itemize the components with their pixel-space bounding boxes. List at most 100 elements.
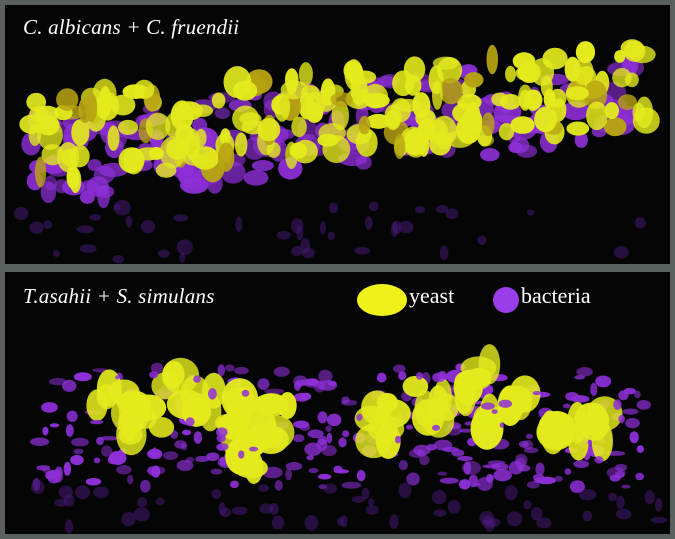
yeast-cell [192, 104, 214, 118]
bacteria-cell [121, 511, 136, 527]
bacteria-cell [326, 413, 342, 427]
bacteria-cell [398, 220, 414, 234]
yeast-cell [151, 372, 180, 400]
yeast-cell [452, 103, 477, 124]
yeast-cell [300, 85, 320, 101]
bacteria-cell [327, 380, 337, 387]
yeast-cell [431, 80, 443, 110]
bacteria-cell [238, 450, 245, 459]
yeast-cell [286, 78, 297, 96]
yeast-cell [586, 101, 608, 131]
bacteria-cell [150, 362, 164, 374]
bacteria-cell [436, 205, 449, 214]
bacteria-cell [179, 252, 186, 263]
bacteria-cell [437, 471, 448, 476]
bacteria-cell [526, 209, 535, 216]
bacteria-cell [285, 468, 293, 481]
yeast-cell [404, 133, 428, 158]
bacteria-cell [333, 469, 350, 474]
bacteria-cell [431, 490, 447, 505]
bacteria-cell [291, 218, 304, 234]
bacteria-cell [115, 375, 120, 380]
bacteria-cell [484, 519, 495, 533]
panel-label-bottom: T.asahii + S. simulans [23, 284, 215, 308]
bacteria-cell [125, 215, 133, 228]
yeast-cell [491, 92, 509, 107]
bacteria-cell [241, 389, 250, 397]
bacteria-cell [406, 424, 413, 430]
bacteria-cell [336, 517, 344, 526]
yeast-cell [107, 125, 120, 151]
bacteria-cell [564, 468, 572, 475]
bacteria-cell [206, 452, 220, 462]
yeast-cell [583, 80, 608, 110]
bacteria-cell [62, 379, 77, 392]
bacteria-cell [498, 399, 513, 408]
bacteria-cell [243, 170, 269, 186]
bacteria-cell [569, 480, 585, 493]
yeast-cell [155, 162, 177, 178]
bacteria-cell [530, 507, 543, 521]
bacteria-cell [207, 388, 217, 400]
yeast-cell [417, 118, 436, 141]
bacteria-cell [461, 460, 482, 475]
biofilm-image-bottom [30, 344, 668, 534]
bacteria-cell [445, 208, 459, 220]
bacteria-cell [636, 445, 644, 453]
bacteria-cell [93, 457, 101, 464]
bacteria-cell [426, 444, 437, 451]
bacteria-cell [536, 517, 552, 529]
bacteria-cell [415, 372, 423, 380]
bacteria-cell [157, 249, 170, 258]
yeast-cell [71, 119, 90, 146]
bacteria-cell [634, 390, 641, 399]
bacteria-cell [224, 364, 235, 372]
bacteria-cell [576, 367, 593, 377]
yeast-cell [166, 389, 204, 420]
yeast-cell [318, 123, 346, 143]
yeast-cell [199, 392, 222, 432]
yeast-cell [614, 50, 626, 63]
bacteria-cell [419, 454, 430, 466]
bacteria-cell [458, 479, 471, 490]
bacteria-cell [215, 427, 228, 437]
bacteria-cell [42, 426, 49, 436]
bacteria-cell [608, 492, 617, 502]
yeast-cell [145, 112, 171, 140]
bacteria-cell [351, 495, 366, 503]
bacteria-cell [13, 207, 29, 220]
bacteria-cell [304, 515, 319, 531]
bacteria-cell [152, 447, 157, 458]
yeast-cell [239, 112, 262, 126]
bacteria-cell [147, 466, 157, 476]
yeast-cell [362, 83, 388, 109]
yeast-cell [131, 394, 167, 421]
bacteria-cell [394, 435, 401, 444]
bacteria-cell [317, 411, 328, 424]
yeast-cell [343, 60, 362, 81]
bacteria-cell [41, 402, 58, 413]
bacteria-cell [79, 244, 97, 253]
bacteria-cell [433, 509, 447, 517]
bacteria-cell [319, 221, 326, 235]
bacteria-cell [75, 485, 90, 500]
yeast-cell [393, 133, 406, 160]
bacteria-cell [49, 423, 60, 428]
bacteria-cell [89, 213, 102, 221]
bacteria-cell [79, 190, 95, 204]
yeast-cell [453, 369, 483, 405]
bacteria-cell [257, 378, 270, 390]
bacteria-cell [219, 456, 226, 466]
yeast-cell [575, 41, 596, 64]
bacteria-cell [518, 440, 529, 448]
bacteria-cell [390, 221, 399, 238]
legend-yeast-swatch [357, 284, 407, 316]
bacteria-cell [468, 474, 479, 488]
bacteria-cell [258, 484, 270, 492]
micrograph-panel-top: C. albicans + C. fruendii [5, 5, 670, 264]
bacteria-cell [562, 403, 571, 409]
bacteria-cell [137, 497, 148, 508]
bacteria-cell [291, 245, 303, 257]
bacteria-cell [338, 437, 347, 448]
yeast-cell [591, 420, 613, 462]
